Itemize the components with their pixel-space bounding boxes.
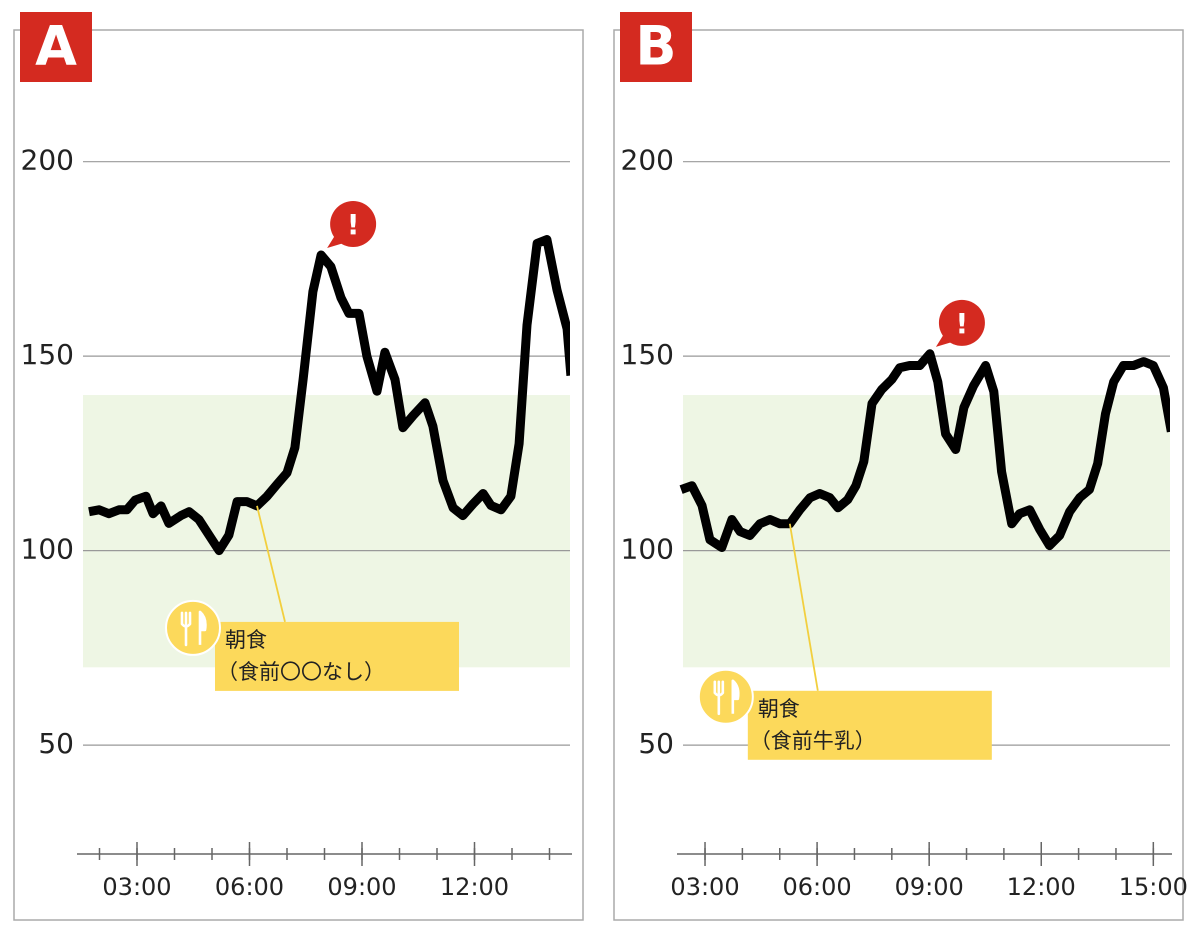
leader-line — [788, 523, 819, 691]
knife — [198, 610, 207, 645]
y-tick-label: 150 — [21, 338, 74, 371]
alert-bubble — [938, 299, 985, 346]
x-tick-label: 12:00 — [440, 873, 509, 901]
fork — [713, 680, 725, 716]
y-tick-label: 200 — [621, 144, 674, 177]
panel-label: B — [635, 15, 676, 78]
x-tick-label: 15:00 — [1119, 873, 1188, 901]
x-tick-label: 06:00 — [215, 873, 284, 901]
callout-text: （食前牛乳） — [750, 729, 876, 753]
y-tick-label: 100 — [21, 533, 74, 566]
x-tick-label: 09:00 — [327, 873, 396, 901]
x-tick-label: 06:00 — [783, 873, 852, 901]
glucose-line — [88, 235, 570, 556]
leader-line — [256, 505, 286, 623]
panel-frame — [13, 29, 584, 921]
y-tick-label: 50 — [638, 727, 674, 760]
alert-bubble — [330, 201, 377, 248]
y-tick-label: 200 — [21, 144, 74, 177]
glucose-line — [679, 349, 1170, 552]
panel-label: A — [35, 15, 77, 78]
callout-box — [215, 621, 459, 691]
y-tick-label: 50 — [38, 727, 74, 760]
y-tick-label: 150 — [621, 338, 674, 371]
meal-icon — [165, 599, 221, 656]
x-tick-label: 09:00 — [895, 873, 964, 901]
y-tick-label: 100 — [621, 533, 674, 566]
panel-label-box — [20, 12, 92, 82]
panel: 50 100 150 200 03:00 06:00 09:00 12:00 15:00 B 朝食 （… — [613, 12, 1188, 921]
x-tick-label: 12:00 — [1007, 873, 1076, 901]
panel-frame — [613, 29, 1184, 921]
meal-icon — [697, 668, 754, 725]
x-tick-label: 03:00 — [102, 873, 171, 901]
target-band — [683, 395, 1170, 668]
callout-text: 朝食 — [758, 697, 800, 721]
x-tick-label: 03:00 — [670, 873, 739, 901]
panel-label-box — [620, 12, 692, 82]
fork — [180, 611, 192, 647]
callout-box — [747, 690, 992, 760]
panel: 50 100 150 200 03:00 06:00 09:00 12:00 A 朝食 （食前〇〇な… — [13, 12, 584, 921]
callout-text: 朝食 — [225, 628, 267, 652]
callout-text: （食前〇〇なし） — [217, 660, 385, 684]
alert-text: ! — [956, 307, 969, 340]
knife — [731, 679, 740, 714]
alert-text: ! — [347, 208, 360, 241]
